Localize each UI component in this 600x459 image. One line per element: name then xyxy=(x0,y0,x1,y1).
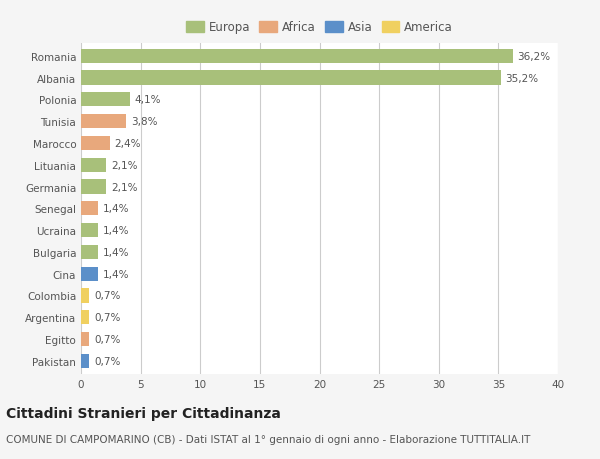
Text: 0,7%: 0,7% xyxy=(94,313,121,323)
Text: 3,8%: 3,8% xyxy=(131,117,158,127)
Bar xyxy=(81,245,98,259)
Text: 36,2%: 36,2% xyxy=(517,52,551,62)
Bar xyxy=(81,158,106,173)
Bar xyxy=(81,310,89,325)
Bar xyxy=(81,93,130,107)
Bar xyxy=(81,71,501,85)
Bar xyxy=(81,354,89,368)
Text: 1,4%: 1,4% xyxy=(103,269,129,279)
Text: 0,7%: 0,7% xyxy=(94,356,121,366)
Bar xyxy=(81,136,110,151)
Text: 2,1%: 2,1% xyxy=(111,182,137,192)
Text: 0,7%: 0,7% xyxy=(94,291,121,301)
Text: 2,4%: 2,4% xyxy=(115,139,141,149)
Text: 4,1%: 4,1% xyxy=(134,95,161,105)
Bar xyxy=(81,289,89,303)
Bar xyxy=(81,115,127,129)
Bar xyxy=(81,202,98,216)
Bar xyxy=(81,332,89,347)
Text: 1,4%: 1,4% xyxy=(103,225,129,235)
Text: 2,1%: 2,1% xyxy=(111,160,137,170)
Text: COMUNE DI CAMPOMARINO (CB) - Dati ISTAT al 1° gennaio di ogni anno - Elaborazion: COMUNE DI CAMPOMARINO (CB) - Dati ISTAT … xyxy=(6,434,530,444)
Text: 1,4%: 1,4% xyxy=(103,247,129,257)
Bar xyxy=(81,180,106,194)
Text: Cittadini Stranieri per Cittadinanza: Cittadini Stranieri per Cittadinanza xyxy=(6,406,281,420)
Text: 1,4%: 1,4% xyxy=(103,204,129,214)
Bar xyxy=(81,267,98,281)
Bar xyxy=(81,224,98,238)
Text: 0,7%: 0,7% xyxy=(94,334,121,344)
Legend: Europa, Africa, Asia, America: Europa, Africa, Asia, America xyxy=(186,22,453,34)
Text: 35,2%: 35,2% xyxy=(506,73,539,84)
Bar xyxy=(81,50,512,64)
